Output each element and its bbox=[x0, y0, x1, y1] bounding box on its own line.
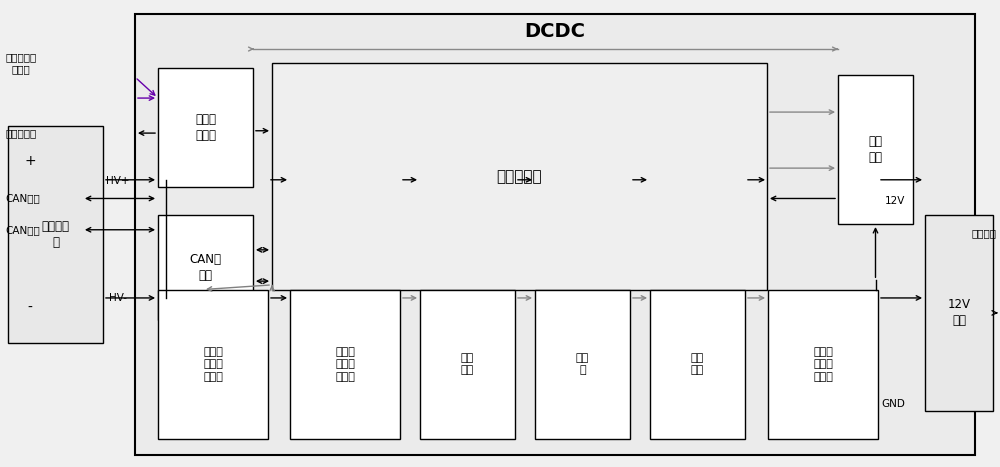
Text: 桥式
电路: 桥式 电路 bbox=[461, 353, 474, 375]
Bar bbox=[838, 75, 913, 224]
Text: +: + bbox=[24, 154, 36, 168]
Text: 故障灯输出: 故障灯输出 bbox=[5, 128, 36, 138]
Bar bbox=[135, 14, 975, 455]
Text: 高压电池
包: 高压电池 包 bbox=[42, 220, 70, 249]
Text: 变压
器: 变压 器 bbox=[576, 353, 589, 375]
Text: 高压互
锁及放
电电路: 高压互 锁及放 电电路 bbox=[203, 347, 223, 382]
Text: 低压电
容及滤
波电路: 低压电 容及滤 波电路 bbox=[813, 347, 833, 382]
Text: 整流
电路: 整流 电路 bbox=[691, 353, 704, 375]
Text: 点火锁匙唤
醒输入: 点火锁匙唤 醒输入 bbox=[5, 52, 36, 74]
Text: 高压电
容及滤
波电路: 高压电 容及滤 波电路 bbox=[335, 347, 355, 382]
Bar bbox=[158, 290, 268, 439]
Bar bbox=[158, 68, 253, 187]
Bar bbox=[290, 290, 400, 439]
Text: CAN收
发器: CAN收 发器 bbox=[190, 253, 222, 282]
Text: 整车负载: 整车负载 bbox=[972, 228, 997, 239]
Bar bbox=[768, 290, 878, 439]
Text: HV-: HV- bbox=[109, 293, 127, 303]
Text: 单片机系统: 单片机系统 bbox=[497, 169, 542, 184]
Text: 12V: 12V bbox=[885, 196, 905, 206]
Bar bbox=[8, 126, 103, 343]
Text: CAN总线: CAN总线 bbox=[5, 225, 40, 235]
Bar bbox=[535, 290, 630, 439]
Text: 辅助
电源: 辅助 电源 bbox=[868, 135, 883, 164]
Text: CAN总线: CAN总线 bbox=[5, 193, 40, 204]
Bar bbox=[158, 215, 253, 320]
Text: 12V
电池: 12V 电池 bbox=[948, 298, 971, 327]
Bar bbox=[925, 215, 993, 411]
Bar bbox=[272, 63, 767, 290]
Text: DCDC: DCDC bbox=[524, 22, 586, 42]
Text: HV+: HV+ bbox=[106, 176, 130, 186]
Bar bbox=[420, 290, 515, 439]
Text: GND: GND bbox=[881, 399, 905, 409]
Text: 输入输
出接口: 输入输 出接口 bbox=[195, 113, 216, 142]
Bar bbox=[650, 290, 745, 439]
Text: -: - bbox=[28, 301, 32, 315]
